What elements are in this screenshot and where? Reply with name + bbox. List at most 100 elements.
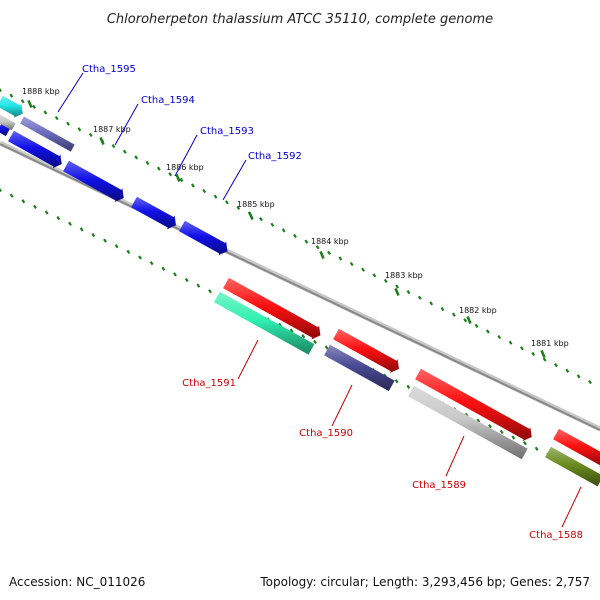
scale-dot bbox=[576, 374, 581, 379]
gray-feature-shape bbox=[0, 114, 16, 131]
slate-feature-shape bbox=[20, 116, 75, 152]
scale-dot bbox=[179, 177, 184, 182]
scale-dot bbox=[429, 301, 434, 306]
scale-dot bbox=[68, 221, 72, 226]
scale-dot bbox=[33, 204, 37, 209]
major-tick bbox=[175, 173, 181, 183]
gene-arrow bbox=[179, 220, 228, 256]
scale-dot bbox=[372, 273, 377, 278]
scale-dot bbox=[88, 132, 93, 138]
gene-arrow bbox=[553, 428, 600, 468]
gene-label: Ctha_1589 bbox=[412, 480, 466, 491]
major-tick bbox=[319, 250, 325, 260]
scale-dot bbox=[208, 289, 212, 294]
accession-text: Accession: NC_011026 bbox=[9, 575, 145, 589]
scale-dot bbox=[523, 441, 527, 446]
scale-dot bbox=[451, 312, 456, 317]
scale-dot bbox=[338, 256, 343, 261]
gene-label: Ctha_1590 bbox=[299, 428, 353, 439]
aqua-feature bbox=[214, 291, 315, 355]
silver-feature bbox=[408, 385, 528, 460]
scale-dot bbox=[32, 104, 36, 109]
aqua-feature-shape bbox=[214, 291, 315, 355]
scale-dot bbox=[499, 429, 504, 434]
scale-dot bbox=[202, 188, 207, 194]
scale-tick-label: 1887 kbp bbox=[93, 125, 131, 134]
gene-label: Ctha_1593 bbox=[200, 126, 254, 137]
scale-dot bbox=[476, 418, 481, 423]
scale-dot bbox=[534, 446, 539, 451]
scale-dot bbox=[77, 127, 82, 132]
gene-label: Ctha_1595 bbox=[82, 64, 136, 75]
scale-dot bbox=[394, 379, 399, 384]
scale-dot bbox=[145, 160, 150, 166]
gene-leader-line bbox=[561, 486, 582, 528]
scale-dot bbox=[301, 334, 306, 339]
scale-dot bbox=[554, 363, 558, 368]
purple-feature bbox=[324, 344, 395, 392]
scale-dot bbox=[44, 210, 49, 215]
scale-dot bbox=[406, 290, 411, 295]
scale-dot bbox=[126, 249, 131, 254]
scale-dot bbox=[9, 193, 14, 198]
gene-arrow-shape bbox=[333, 328, 399, 373]
scale-tick-label: 1882 kbp bbox=[459, 306, 497, 315]
gene-arrow-shape bbox=[131, 196, 176, 230]
scale-tick-label: 1885 kbp bbox=[237, 200, 275, 209]
scale-dot bbox=[281, 228, 286, 233]
cyan-feature bbox=[0, 95, 23, 118]
scale-dot bbox=[138, 255, 142, 260]
scale-dot bbox=[474, 323, 479, 328]
gene-arrow-shape bbox=[553, 428, 600, 468]
scale-dot bbox=[324, 345, 329, 350]
map-layer: 1888 kbp 1887 kbp 1886 kbp 1885 kbp 1884 kbp… bbox=[0, 64, 600, 541]
scale-dot bbox=[79, 227, 84, 232]
scale-dot bbox=[440, 306, 445, 312]
scale-dot bbox=[313, 339, 317, 344]
gene-label: Ctha_1594 bbox=[141, 95, 195, 106]
scale-dot bbox=[196, 283, 201, 288]
scale-dot bbox=[20, 99, 25, 104]
scale-dot bbox=[395, 284, 400, 289]
gene-label: Ctha_1592 bbox=[248, 151, 302, 162]
gene-arrow bbox=[8, 130, 62, 169]
gene-label: Ctha_1588 bbox=[529, 530, 583, 541]
gene-arrow-shape bbox=[415, 368, 532, 442]
scale-dot bbox=[293, 233, 297, 239]
major-tick bbox=[466, 315, 472, 325]
gene-leader-line bbox=[445, 435, 465, 477]
gene-arrow bbox=[131, 196, 176, 230]
scale-dot bbox=[103, 238, 107, 243]
gene-leader-line bbox=[237, 339, 259, 380]
gene-leader-line bbox=[174, 134, 198, 177]
major-tick bbox=[248, 211, 254, 221]
scale-dot bbox=[54, 115, 59, 121]
gene-leader-line bbox=[331, 384, 353, 427]
scale-dot bbox=[349, 261, 354, 267]
gene-arrow bbox=[63, 160, 124, 203]
scale-dot bbox=[156, 166, 161, 171]
scale-dot bbox=[289, 328, 294, 333]
scale-dot bbox=[91, 232, 96, 238]
scale-dot bbox=[531, 351, 536, 357]
scale-dot bbox=[406, 384, 411, 389]
scale-dot bbox=[122, 149, 127, 154]
purple-feature-shape bbox=[324, 344, 395, 392]
backbone-shadow bbox=[0, 143, 600, 431]
scale-dot bbox=[134, 155, 139, 160]
scale-dot bbox=[565, 368, 570, 373]
gene-arrow-shape bbox=[223, 277, 321, 340]
scale-dot bbox=[149, 261, 154, 266]
scale-dot bbox=[508, 340, 513, 345]
scale-dot bbox=[417, 295, 422, 300]
scale-dot bbox=[173, 272, 177, 277]
scale-dot bbox=[588, 379, 592, 385]
scale-dot bbox=[542, 357, 547, 362]
scale-tick-label: 1881 kbp bbox=[531, 339, 569, 348]
map-title: Chloroherpeton thalassium ATCC 35110, co… bbox=[107, 12, 493, 27]
scale-dot bbox=[161, 266, 166, 271]
scale-dot bbox=[184, 277, 189, 283]
scale-dot bbox=[43, 110, 48, 115]
silver-feature-shape bbox=[408, 385, 528, 460]
